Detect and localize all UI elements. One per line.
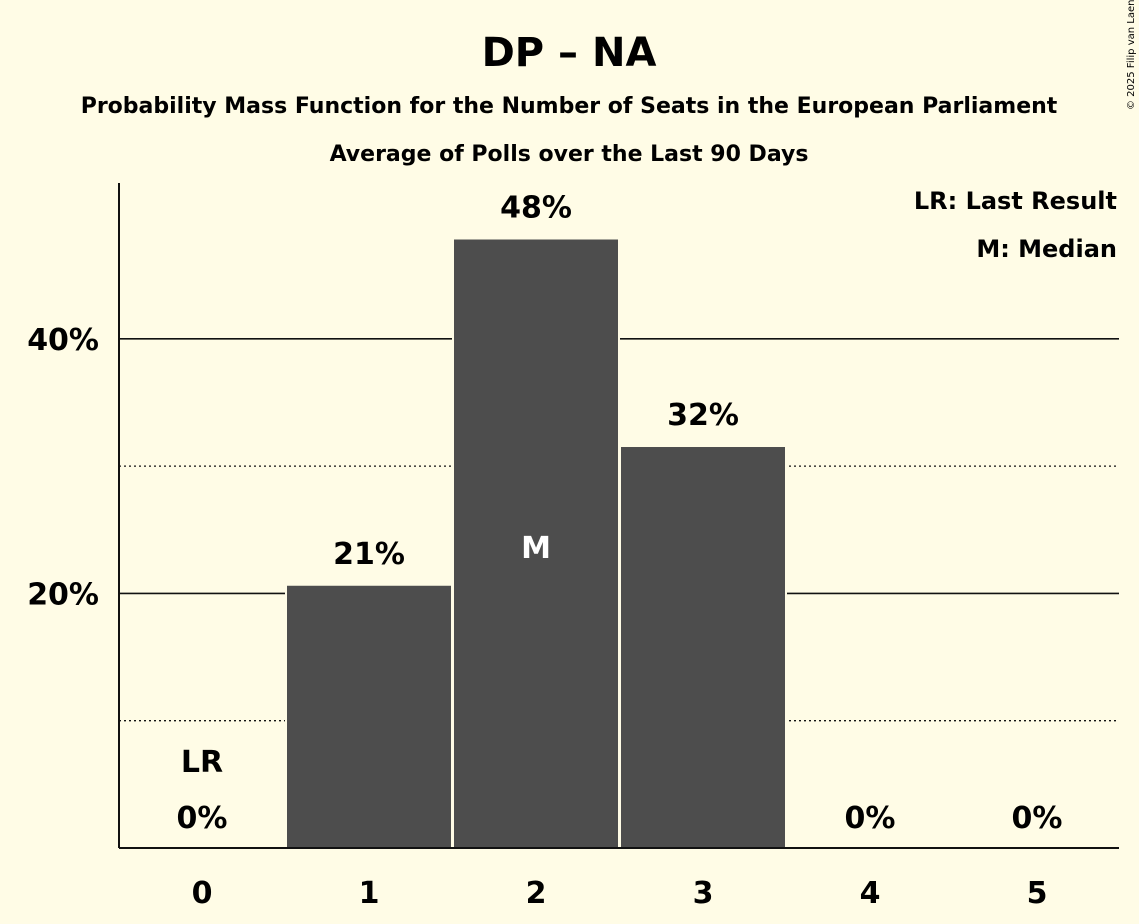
data-label: 0% bbox=[177, 801, 228, 836]
bar bbox=[454, 239, 618, 849]
bars bbox=[285, 238, 787, 849]
median-marker: M bbox=[521, 531, 551, 566]
legend-median: M: Median bbox=[976, 235, 1117, 263]
data-label: 32% bbox=[667, 398, 739, 433]
copyright-notice: © 2025 Filip van Laenen bbox=[1126, 0, 1137, 110]
chart-title: DP – NA bbox=[482, 30, 657, 76]
data-label: 48% bbox=[500, 191, 572, 226]
y-tick-label: 20% bbox=[27, 577, 99, 612]
data-label: 21% bbox=[333, 537, 405, 572]
bar bbox=[621, 447, 785, 848]
x-tick-label: 5 bbox=[1027, 876, 1048, 911]
x-tick-label: 1 bbox=[359, 876, 380, 911]
data-label: 0% bbox=[845, 801, 896, 836]
x-tick-label: 0 bbox=[192, 876, 213, 911]
axes: 20% 40% 0 1 2 3 4 5 bbox=[27, 183, 1119, 911]
y-tick-label: 40% bbox=[27, 323, 99, 358]
x-tick-label: 4 bbox=[860, 876, 881, 911]
legend-last-result: LR: Last Result bbox=[914, 187, 1117, 215]
chart-subtitle-period: Average of Polls over the Last 90 Days bbox=[330, 142, 809, 167]
chart-subtitle: Probability Mass Function for the Number… bbox=[81, 94, 1058, 119]
x-tick-label: 2 bbox=[526, 876, 547, 911]
data-labels: 0% 21% 48% 32% 0% 0% M LR bbox=[177, 191, 1063, 836]
x-tick-label: 3 bbox=[693, 876, 714, 911]
data-label: 0% bbox=[1012, 801, 1063, 836]
last-result-marker: LR bbox=[181, 745, 223, 780]
bar bbox=[287, 585, 451, 848]
